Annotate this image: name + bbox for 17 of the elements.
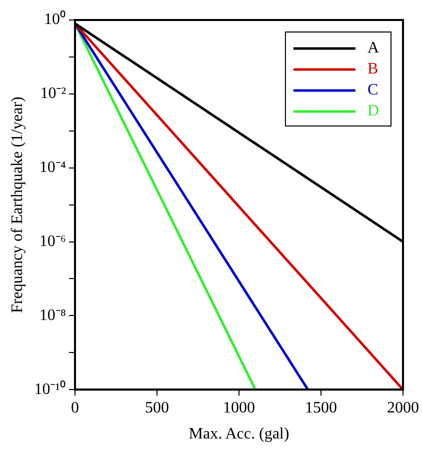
x-tick-label: 1500 bbox=[305, 399, 337, 416]
y-tick-label: 10⁰ bbox=[44, 10, 66, 28]
x-tick-label: 1000 bbox=[223, 399, 255, 416]
y-tick-label: 10⁻² bbox=[40, 85, 66, 102]
legend-label: B bbox=[367, 60, 378, 78]
x-tick-label: 500 bbox=[145, 399, 169, 416]
x-tick-label: 0 bbox=[70, 399, 79, 416]
y-axis-title: Frequancy of Earthquake (1/year) bbox=[8, 96, 26, 313]
y-tick-label: 10⁻⁴ bbox=[39, 159, 66, 176]
y-tick-label: 10⁻¹⁰ bbox=[34, 380, 66, 398]
legend-label: D bbox=[367, 102, 380, 120]
x-tick-label: 2000 bbox=[387, 399, 419, 416]
x-axis-title: Max. Acc. (gal) bbox=[188, 426, 290, 443]
legend-label: C bbox=[367, 82, 378, 99]
legend-label: A bbox=[367, 40, 380, 57]
y-tick-label: 10⁻⁶ bbox=[39, 232, 66, 250]
y-tick-label: 10⁻⁸ bbox=[39, 306, 66, 324]
